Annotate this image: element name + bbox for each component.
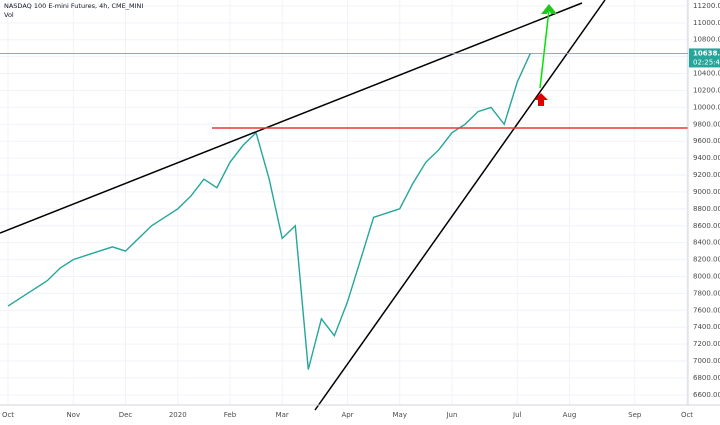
y-tick-label: 7200.00 bbox=[693, 340, 720, 348]
y-tick-label: 8800.00 bbox=[693, 205, 720, 213]
chart-title: NASDAQ 100 E-mini Futures, 4h, CME_MINI bbox=[4, 2, 143, 10]
x-tick-label: Sep bbox=[628, 411, 642, 419]
projection-line bbox=[539, 9, 550, 89]
y-tick-label: 7800.00 bbox=[693, 289, 720, 297]
x-tick-label: May bbox=[392, 411, 406, 419]
y-tick-label: 6800.00 bbox=[693, 374, 720, 382]
x-tick-label: Feb bbox=[224, 411, 237, 419]
y-tick-label: 9200.00 bbox=[693, 171, 720, 179]
y-tick-label: 9600.00 bbox=[693, 137, 720, 145]
y-tick-label: 11200.00 bbox=[693, 2, 720, 10]
y-tick-label: 6600.00 bbox=[693, 391, 720, 399]
y-tick-label: 8200.00 bbox=[693, 256, 720, 264]
up-arrow-green bbox=[541, 4, 557, 14]
plot-area bbox=[0, 0, 688, 405]
up-arrow-red bbox=[534, 93, 548, 106]
upper-trendline bbox=[0, 2, 583, 234]
lower-trendline bbox=[314, 0, 606, 411]
x-tick-label: Dec bbox=[119, 411, 133, 419]
x-tick-label: Nov bbox=[66, 411, 80, 419]
y-tick-label: 8600.00 bbox=[693, 222, 720, 230]
x-tick-label: Oct bbox=[681, 411, 693, 419]
y-tick-label: 10200.00 bbox=[693, 86, 720, 94]
x-tick-label: Jul bbox=[512, 411, 522, 419]
x-tick-label: Mar bbox=[276, 411, 289, 419]
y-tick-label: 9000.00 bbox=[693, 188, 720, 196]
y-tick-label: 10000.00 bbox=[693, 103, 720, 111]
y-tick-label: 11000.00 bbox=[693, 19, 720, 27]
countdown-label: 02:25:45 bbox=[693, 58, 720, 66]
y-tick-label: 7600.00 bbox=[693, 306, 720, 314]
y-tick-label: 10800.00 bbox=[693, 36, 720, 44]
y-tick-label: 9800.00 bbox=[693, 120, 720, 128]
x-tick-label: Oct bbox=[2, 411, 14, 419]
x-tick-label: 2020 bbox=[169, 411, 187, 419]
x-tick-label: Jun bbox=[445, 411, 457, 419]
y-tick-label: 10400.00 bbox=[693, 70, 720, 78]
x-tick-label: Aug bbox=[563, 411, 577, 419]
y-tick-label: 8000.00 bbox=[693, 272, 720, 280]
volume-label: Vol bbox=[4, 11, 14, 19]
x-tick-label: Apr bbox=[341, 411, 353, 419]
y-tick-label: 9400.00 bbox=[693, 154, 720, 162]
y-tick-label: 7000.00 bbox=[693, 357, 720, 365]
y-tick-label: 7400.00 bbox=[693, 323, 720, 331]
price-line bbox=[7, 53, 531, 370]
last-price-label: 10638.00 bbox=[693, 49, 720, 57]
last-price-tag bbox=[689, 48, 720, 68]
y-tick-label: 8400.00 bbox=[693, 239, 720, 247]
